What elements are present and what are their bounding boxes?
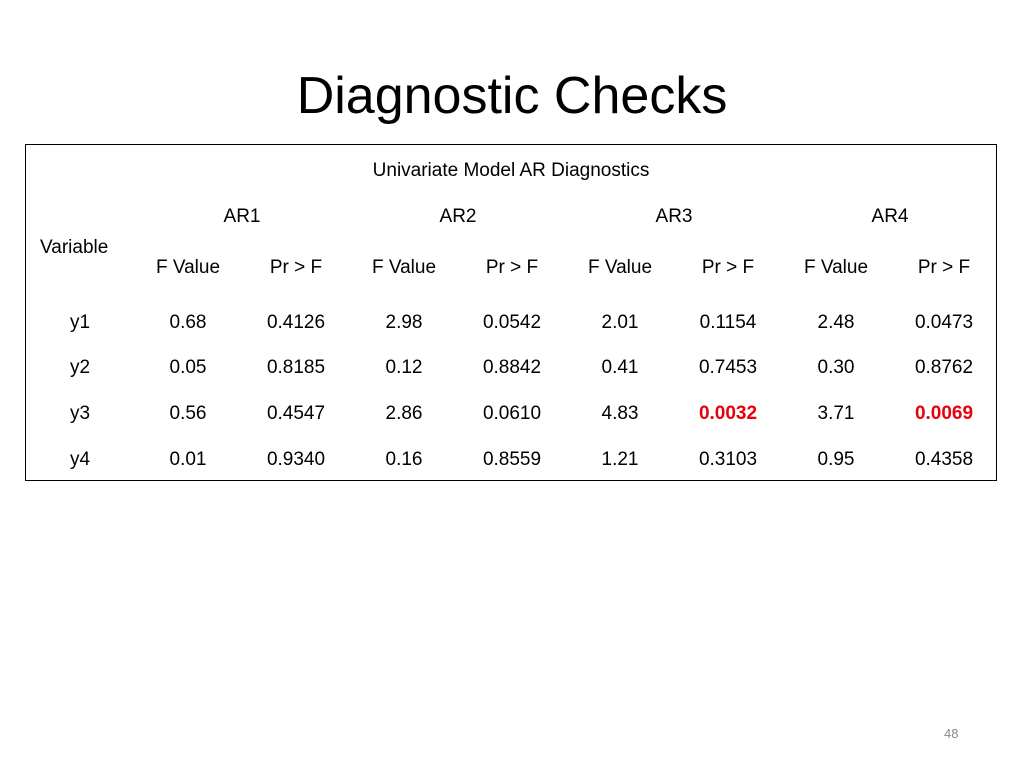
table-cell: 2.86: [385, 403, 423, 424]
table-cell: 0.8762: [914, 357, 974, 378]
page-number: 48: [944, 726, 959, 741]
table-cell: 0.1154: [699, 312, 757, 333]
table-cell: 4.83: [601, 403, 639, 424]
table-cell: 0.9340: [266, 449, 326, 470]
table-cell: 0.68: [169, 312, 207, 333]
table-cell: 0.41: [601, 357, 639, 378]
table-cell: 0.8842: [482, 357, 542, 378]
table-cell: 0.4547: [266, 403, 326, 424]
table-cell: 0.05: [169, 357, 207, 378]
table-cell: 0.4358: [914, 449, 974, 470]
table-cell: 0.0610: [482, 403, 542, 424]
table-cell: 2.48: [817, 312, 855, 333]
table-cell: 0.8185: [266, 357, 326, 378]
table-cell: 2.01: [601, 312, 639, 333]
table-cell: 0.12: [385, 357, 423, 378]
table-cell: 0.95: [817, 449, 855, 470]
table-cell: 1.21: [601, 449, 639, 470]
slide-title: Diagnostic Checks: [296, 67, 728, 125]
table-cell: 0.0542: [482, 312, 542, 333]
table-cell: 0.01: [169, 449, 207, 470]
row-variable-y2: y2: [69, 357, 91, 378]
group-header-ar4: AR4: [871, 206, 909, 227]
sub-column-header: Pr > F: [917, 257, 971, 278]
group-header-ar1: AR1: [223, 206, 261, 227]
table-cell: 0.56: [169, 403, 207, 424]
sub-column-header: F Value: [803, 257, 869, 278]
sub-column-header: Pr > F: [485, 257, 539, 278]
variable-column-header: Variable: [40, 237, 109, 258]
group-header-ar3: AR3: [655, 206, 693, 227]
table-cell: 0.8559: [482, 449, 542, 470]
table-cell: 0.4126: [266, 312, 326, 333]
row-variable-y1: y1: [69, 312, 91, 333]
table-cell: 0.0069: [914, 403, 974, 424]
table-cell: 0.0032: [698, 403, 758, 424]
row-variable-y4: y4: [69, 449, 91, 470]
table-cell: 0.0473: [914, 312, 974, 333]
group-header-ar2: AR2: [439, 206, 477, 227]
table-cell: 2.98: [385, 312, 423, 333]
table-cell: 0.3103: [698, 449, 758, 470]
table-cell: 0.7453: [698, 357, 758, 378]
ar-diagnostics-table: Univariate Model AR Diagnostics Variable…: [25, 144, 997, 481]
sub-column-header: Pr > F: [269, 257, 323, 278]
sub-column-header: F Value: [371, 257, 437, 278]
sub-column-header: F Value: [587, 257, 653, 278]
table-cell: 3.71: [817, 403, 855, 424]
table-cell: 0.30: [817, 357, 855, 378]
sub-column-header: F Value: [155, 257, 221, 278]
row-variable-y3: y3: [69, 403, 91, 424]
sub-column-header: Pr > F: [701, 257, 755, 278]
table-caption: Univariate Model AR Diagnostics: [372, 160, 650, 181]
table-cell: 0.16: [385, 449, 423, 470]
